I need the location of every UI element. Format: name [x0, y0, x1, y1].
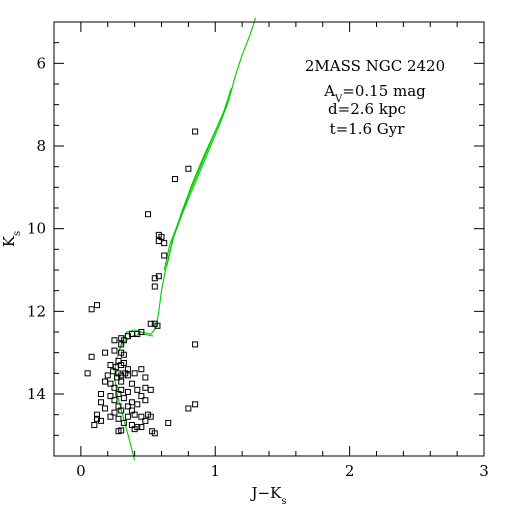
- data-point: [118, 378, 125, 385]
- data-point: [111, 347, 118, 354]
- data-point: [115, 415, 122, 422]
- data-point: [124, 372, 131, 379]
- data-point: [161, 240, 168, 247]
- x-tick-label: 0: [76, 462, 86, 480]
- data-point: [147, 386, 154, 393]
- data-point: [138, 393, 145, 400]
- data-point: [88, 353, 95, 360]
- data-point: [192, 128, 199, 135]
- y-tick-label: 12: [27, 302, 46, 320]
- annotation-age: t=1.6 Gyr: [330, 120, 406, 138]
- annotation-distance: d=2.6 kpc: [328, 100, 406, 118]
- data-point: [147, 413, 154, 420]
- data-point: [107, 362, 114, 369]
- isochrone-line-2: [163, 87, 232, 271]
- data-point: [138, 413, 145, 420]
- data-point: [94, 411, 100, 418]
- data-point: [120, 395, 127, 402]
- annotation-block: 2MASS NGC 2420 AV=0.15 mag d=2.6 kpc t=1…: [305, 57, 445, 138]
- data-point: [138, 424, 145, 431]
- data-point: [107, 380, 114, 387]
- y-axis-label: Ks: [0, 231, 23, 247]
- data-point: [124, 388, 131, 395]
- data-point: [134, 386, 141, 393]
- data-point: [142, 374, 149, 381]
- data-point: [124, 333, 131, 340]
- data-point: [171, 176, 178, 183]
- data-point: [134, 401, 141, 408]
- isochrone-line-3: [166, 100, 230, 267]
- x-tick-label: 3: [479, 462, 489, 480]
- data-point: [111, 384, 118, 391]
- data-point: [142, 397, 149, 404]
- data-point: [124, 403, 131, 410]
- data-point: [151, 275, 158, 282]
- data-point: [185, 165, 192, 172]
- x-axis-label: J−Ks: [250, 484, 287, 507]
- data-point: [138, 366, 145, 373]
- data-point: [131, 370, 138, 377]
- data-point: [111, 397, 118, 404]
- y-tick-label: 10: [27, 220, 46, 238]
- data-point: [88, 306, 95, 313]
- data-point: [192, 401, 199, 408]
- data-point: [151, 430, 158, 437]
- isochrone-curves: [113, 17, 257, 461]
- data-point: [147, 320, 154, 327]
- data-point: [84, 370, 91, 377]
- annotation-extinction: AV=0.15 mag: [323, 82, 426, 105]
- data-point: [98, 417, 105, 424]
- data-point: [107, 413, 114, 420]
- data-point: [102, 378, 109, 385]
- data-point: [131, 426, 138, 433]
- data-point: [151, 283, 158, 290]
- data-point: [128, 380, 135, 387]
- data-point: [102, 349, 109, 356]
- annotation-cluster-name: 2MASS NGC 2420: [305, 57, 445, 75]
- data-point: [118, 407, 125, 414]
- y-tick-label: 14: [27, 385, 46, 403]
- data-point: [192, 341, 199, 348]
- data-point: [120, 360, 127, 366]
- data-point: [104, 372, 111, 379]
- data-point: [120, 419, 127, 426]
- data-point: [111, 337, 118, 344]
- data-point: [131, 411, 138, 418]
- y-tick-label: 6: [36, 54, 46, 72]
- data-point: [120, 351, 127, 358]
- x-tick-label: 1: [210, 462, 220, 480]
- data-point: [118, 341, 125, 348]
- star-points: [84, 128, 199, 437]
- data-point: [124, 413, 131, 420]
- data-point: [111, 409, 118, 416]
- data-point: [114, 374, 121, 381]
- data-point: [165, 419, 172, 426]
- data-point: [115, 391, 122, 397]
- axis-ticks: [54, 22, 485, 457]
- data-point: [154, 322, 161, 329]
- isochrone-line-1: [113, 17, 257, 461]
- data-point: [142, 384, 149, 391]
- data-point: [94, 302, 100, 309]
- data-point: [102, 405, 109, 412]
- data-point: [98, 391, 105, 397]
- data-point: [185, 405, 192, 412]
- data-point: [161, 252, 168, 259]
- data-point: [134, 331, 141, 338]
- x-tick-label: 2: [345, 462, 355, 480]
- data-point: [145, 211, 152, 218]
- data-point: [91, 422, 98, 428]
- data-point: [118, 427, 125, 434]
- data-point: [98, 399, 105, 406]
- y-tick-label: 8: [36, 137, 46, 155]
- data-point: [107, 393, 114, 400]
- data-point: [142, 417, 149, 424]
